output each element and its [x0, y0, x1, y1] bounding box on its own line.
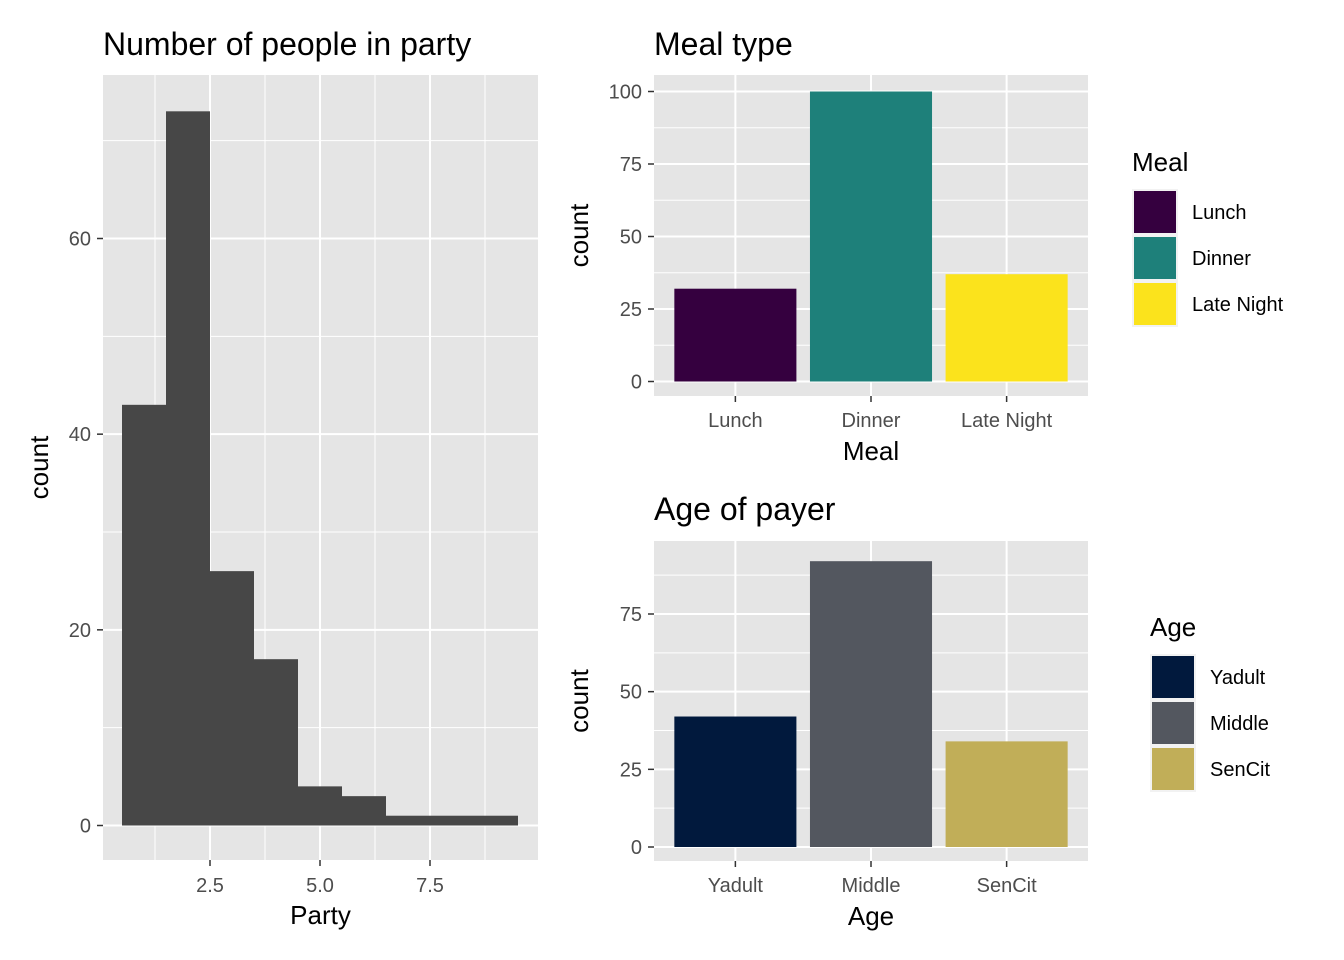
- bar-middle: [809, 561, 933, 847]
- histogram-bar: [254, 659, 298, 826]
- legend-swatch: [1152, 748, 1194, 790]
- legend-label: Dinner: [1192, 248, 1251, 270]
- y-tick-label: 60: [69, 229, 91, 251]
- legend-swatch: [1134, 237, 1176, 279]
- legend-swatch: [1134, 283, 1176, 325]
- y-tick-label: 100: [609, 82, 642, 104]
- legend: Meal Lunch Dinner Late Night: [1132, 147, 1284, 327]
- bar-yadult: [674, 716, 797, 847]
- histogram-bar: [298, 786, 342, 826]
- x-axis-title: Meal: [843, 436, 899, 466]
- y-tick-label: 20: [69, 620, 91, 642]
- y-tick-label: 0: [80, 816, 91, 838]
- legend-title: Age: [1150, 612, 1196, 642]
- y-tick-label: 0: [631, 372, 642, 394]
- x-tick-label: SenCit: [977, 875, 1037, 897]
- legend-label: Lunch: [1192, 202, 1247, 224]
- legend-label: Late Night: [1192, 294, 1284, 316]
- chart-title: Meal type: [654, 26, 793, 62]
- y-tick-label: 75: [620, 154, 642, 176]
- x-tick-label: Lunch: [708, 410, 763, 432]
- chart-title: Number of people in party: [103, 26, 471, 62]
- x-axis-title: Age: [848, 901, 894, 931]
- bar-sencit: [945, 741, 1068, 847]
- histogram-bar: [210, 571, 254, 826]
- histogram-chart: 0 20 40 60 2.5 5.0 7.5 Number of people in part…: [24, 26, 538, 930]
- bar-dinner: [809, 91, 933, 382]
- legend-swatch: [1152, 702, 1194, 744]
- y-tick-label: 40: [69, 424, 91, 446]
- y-tick-label: 75: [620, 604, 642, 626]
- y-tick-label: 50: [620, 682, 642, 704]
- y-tick-label: 25: [620, 299, 642, 321]
- histogram-bar: [166, 111, 210, 826]
- x-tick-label: 5.0: [306, 875, 334, 897]
- y-tick-label: 0: [631, 837, 642, 859]
- x-tick-label: 7.5: [416, 875, 444, 897]
- bar-late-night: [945, 274, 1068, 382]
- y-axis-title: count: [24, 435, 54, 499]
- legend-label: Middle: [1210, 713, 1269, 735]
- legend-label: Yadult: [1210, 667, 1266, 689]
- x-tick-label: Middle: [842, 875, 901, 897]
- x-tick-label: 2.5: [196, 875, 224, 897]
- histogram-bar: [386, 815, 430, 826]
- legend-swatch: [1134, 191, 1176, 233]
- bar-lunch: [674, 288, 797, 382]
- histogram-bar: [474, 815, 518, 826]
- legend-swatch: [1152, 656, 1194, 698]
- x-tick-label: Dinner: [842, 410, 901, 432]
- histogram-bar: [430, 815, 474, 826]
- y-tick-label: 25: [620, 759, 642, 781]
- y-axis-title: count: [564, 203, 594, 267]
- x-tick-label: Yadult: [708, 875, 764, 897]
- meal-type-chart: 0 25 50 75 100 Lunch Dinner Late Night Meal type…: [564, 26, 1284, 466]
- legend-label: SenCit: [1210, 759, 1270, 781]
- age-of-payer-chart: 0 25 50 75 Yadult Middle SenCit Age of payer Age…: [564, 491, 1270, 931]
- x-tick-label: Late Night: [961, 410, 1053, 432]
- legend-title: Meal: [1132, 147, 1188, 177]
- histogram-bar: [342, 796, 386, 826]
- x-axis-title: Party: [290, 900, 351, 930]
- histogram-bar: [122, 404, 166, 826]
- y-tick-label: 50: [620, 227, 642, 249]
- chart-title: Age of payer: [654, 491, 836, 527]
- legend: Age Yadult Middle SenCit: [1150, 612, 1270, 792]
- y-axis-title: count: [564, 668, 594, 732]
